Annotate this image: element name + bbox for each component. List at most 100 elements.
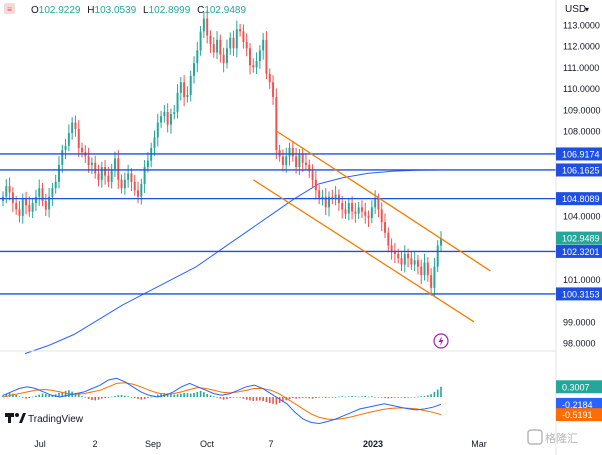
candle bbox=[436, 240, 439, 272]
candle bbox=[209, 30, 212, 54]
candle-body bbox=[334, 194, 337, 199]
time-axis[interactable]: Jul 2 Sep Oct 7 2023 Mar bbox=[34, 439, 487, 449]
candle-body bbox=[308, 164, 311, 172]
candle bbox=[133, 174, 136, 196]
macd-histogram-layer bbox=[2, 386, 442, 405]
trend-channel-layer[interactable] bbox=[252, 130, 491, 323]
macd-histogram-bar bbox=[48, 394, 50, 397]
candlesticks-layer[interactable] bbox=[2, 9, 442, 297]
price-pane[interactable] bbox=[0, 9, 556, 355]
macd-histogram-bar bbox=[354, 396, 357, 397]
candle-body bbox=[212, 44, 215, 53]
candle bbox=[104, 160, 107, 185]
macd-histogram-bar bbox=[371, 396, 373, 397]
candle-body bbox=[169, 114, 172, 125]
candle bbox=[146, 151, 149, 173]
candle bbox=[410, 251, 413, 270]
price-tick-label: 112.0000 bbox=[563, 42, 600, 52]
candle bbox=[18, 200, 21, 223]
candle-body bbox=[31, 203, 34, 212]
candle bbox=[206, 9, 209, 44]
candle bbox=[219, 34, 222, 63]
price-axis[interactable]: 113.0000 112.0000 111.0000 110.0000 109.0000… bbox=[556, 21, 602, 349]
candle bbox=[186, 86, 189, 103]
macd-histogram-bar bbox=[186, 393, 189, 397]
macd-value-label: -0.2184 bbox=[562, 400, 593, 410]
symbol-logo-glyph: ≡ bbox=[7, 5, 12, 14]
candle-body bbox=[156, 122, 159, 138]
macd-histogram-bar bbox=[133, 397, 136, 399]
candle bbox=[321, 189, 324, 206]
open-value: 102.9229 bbox=[39, 5, 81, 16]
macd-histogram-bar bbox=[249, 397, 251, 401]
moving-average-layer bbox=[24, 169, 442, 355]
candle-body bbox=[87, 156, 90, 165]
candle-body bbox=[140, 184, 143, 197]
macd-histogram-bar bbox=[199, 390, 202, 397]
candle-body bbox=[183, 82, 186, 98]
candle-body bbox=[179, 82, 182, 93]
macd-histogram-bar bbox=[427, 395, 429, 397]
candle bbox=[11, 187, 14, 213]
candle-body bbox=[219, 39, 222, 55]
candle-body bbox=[239, 29, 242, 32]
close-value: 102.9489 bbox=[204, 5, 246, 16]
price-tick-label: 108.0000 bbox=[563, 127, 601, 137]
high-label: H bbox=[87, 5, 94, 16]
macd-histogram-bar bbox=[265, 397, 268, 403]
macd-histogram-bar bbox=[87, 397, 90, 400]
horizontal-levels-layer[interactable] bbox=[0, 153, 556, 295]
candle bbox=[344, 200, 347, 219]
candle-body bbox=[206, 18, 209, 36]
candle bbox=[67, 124, 70, 152]
currency-label[interactable]: USD bbox=[565, 4, 586, 15]
candle bbox=[189, 70, 192, 102]
candle-body bbox=[160, 116, 163, 123]
macd-pane[interactable] bbox=[2, 377, 442, 425]
macd-histogram-bar bbox=[232, 397, 235, 398]
candle-body bbox=[193, 63, 195, 76]
macd-histogram-bar bbox=[295, 397, 297, 399]
candle bbox=[334, 185, 337, 206]
candle-body bbox=[433, 266, 436, 288]
macd-line bbox=[2, 377, 442, 425]
candle-body bbox=[74, 122, 77, 129]
chevron-down-icon[interactable]: ▾ bbox=[585, 5, 589, 14]
candle-body bbox=[176, 92, 179, 112]
macd-histogram-bar bbox=[203, 392, 205, 397]
macd-histogram-bar bbox=[407, 397, 409, 398]
tradingview-brand[interactable]: TradingView bbox=[5, 413, 84, 425]
candle bbox=[25, 191, 28, 215]
price-level-label: 102.3201 bbox=[562, 247, 600, 257]
candle bbox=[183, 75, 186, 107]
candle-body bbox=[28, 205, 31, 212]
candle-body bbox=[291, 147, 294, 157]
macd-histogram-bar bbox=[21, 397, 24, 398]
candle-body bbox=[38, 188, 41, 197]
lightning-icon[interactable] bbox=[433, 333, 449, 349]
tradingview-brand-name: TradingView bbox=[28, 414, 84, 425]
macd-value-label: -0.5191 bbox=[562, 410, 593, 420]
candle-body bbox=[413, 260, 416, 265]
macd-histogram-bar bbox=[308, 397, 311, 399]
macd-axis[interactable]: 0.3007 -0.2184-0.5191 bbox=[556, 380, 602, 422]
candle-body bbox=[15, 203, 18, 210]
macd-histogram-bar bbox=[18, 396, 21, 397]
candle-body bbox=[94, 162, 97, 174]
candle bbox=[94, 155, 97, 179]
macd-histogram-bar bbox=[189, 393, 192, 397]
macd-histogram-bar bbox=[400, 397, 403, 398]
candle bbox=[351, 196, 354, 220]
candle bbox=[430, 268, 433, 296]
macd-histogram-bar bbox=[292, 397, 294, 399]
macd-histogram-bar bbox=[196, 391, 199, 397]
macd-histogram-bar bbox=[367, 396, 370, 398]
macd-histogram-bar bbox=[351, 395, 353, 397]
macd-histogram-bar bbox=[226, 397, 228, 400]
macd-histogram-bar bbox=[315, 397, 317, 399]
symbol-logo-icon[interactable] bbox=[4, 3, 15, 14]
candle-body bbox=[229, 37, 232, 49]
currency-selector[interactable]: USD ▾ bbox=[565, 4, 589, 15]
candle bbox=[367, 210, 370, 228]
